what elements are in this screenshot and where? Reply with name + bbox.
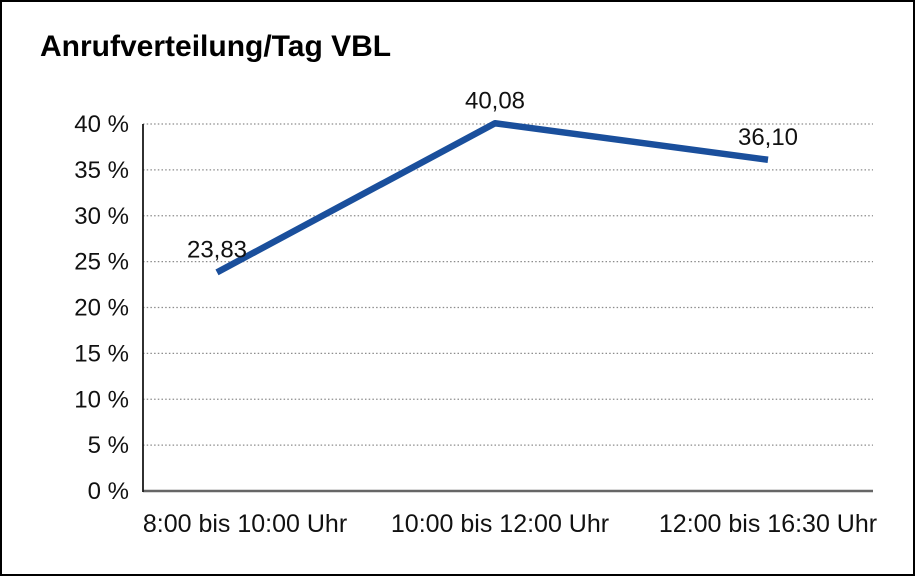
y-tick-label: 20 % — [74, 295, 129, 322]
data-label: 40,08 — [465, 87, 525, 114]
x-tick-label: 8:00 bis 10:00 Uhr — [143, 510, 347, 538]
y-tick-label: 30 % — [74, 203, 129, 230]
y-tick-label: 25 % — [74, 249, 129, 276]
data-label: 36,10 — [738, 124, 798, 151]
y-tick-label: 35 % — [74, 157, 129, 184]
x-tick-label: 12:00 bis 16:30 Uhr — [659, 510, 877, 538]
y-tick-label: 40 % — [74, 111, 129, 138]
y-tick-label: 0 % — [88, 478, 129, 505]
x-tick-label: 10:00 bis 12:00 Uhr — [391, 510, 609, 538]
y-tick-label: 15 % — [74, 340, 129, 367]
y-tick-label: 10 % — [74, 386, 129, 413]
data-label: 23,83 — [187, 236, 247, 263]
y-tick-label: 5 % — [88, 432, 129, 459]
chart-title: Anrufverteilung/Tag VBL — [40, 30, 392, 63]
data-line — [215, 120, 769, 276]
